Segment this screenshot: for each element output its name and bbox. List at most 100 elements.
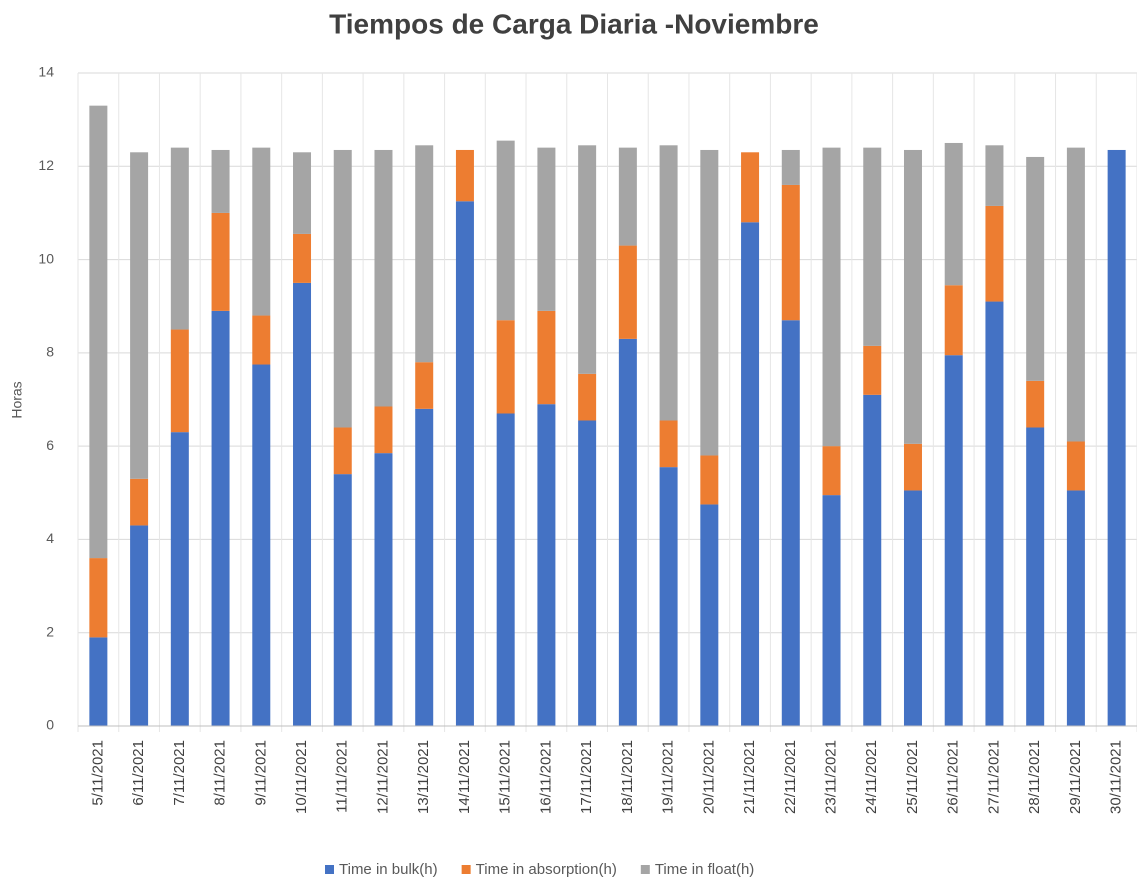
x-tick-label: 5/11/2021	[89, 740, 106, 806]
bar-segment	[741, 222, 760, 726]
bar-segment	[496, 413, 515, 726]
bar-segment	[863, 394, 882, 726]
x-tick-label: 25/11/2021	[904, 740, 921, 814]
bar-segment	[700, 455, 719, 505]
y-tick-label: 8	[46, 344, 54, 360]
bar-segment	[211, 310, 230, 726]
bar-segment	[659, 420, 678, 468]
bar-segment	[578, 145, 597, 374]
legend-swatch	[461, 865, 471, 874]
bar-segment	[659, 145, 678, 421]
bar-segment	[1066, 490, 1085, 726]
bar-segment	[374, 406, 393, 454]
bar-segment	[170, 329, 189, 433]
bar-segment	[537, 147, 556, 311]
bar-segment	[374, 149, 393, 407]
bar-segment	[252, 364, 271, 726]
bar-segment	[1026, 427, 1045, 726]
legend-label: Time in float(h)	[655, 861, 754, 878]
y-tick-label: 10	[38, 250, 54, 266]
bar-segment	[700, 149, 719, 456]
x-tick-label: 16/11/2021	[537, 740, 554, 814]
x-tick-label: 30/11/2021	[1108, 740, 1125, 814]
bar-segment	[822, 495, 841, 726]
x-tick-label: 29/11/2021	[1067, 740, 1084, 814]
x-tick-label: 12/11/2021	[374, 740, 391, 814]
bar-segment	[333, 149, 352, 428]
bar-segment	[863, 345, 882, 395]
bar-segment	[578, 420, 597, 726]
legend-swatch	[325, 865, 334, 874]
chart-title: Tiempos de Carga Diaria -Noviembre	[329, 8, 819, 39]
bar-segment	[618, 338, 637, 726]
x-tick-label: 15/11/2021	[497, 740, 514, 814]
bar-segment	[293, 233, 312, 283]
x-tick-label: 26/11/2021	[945, 740, 962, 814]
bar-segment	[903, 490, 922, 726]
bar-segment	[496, 140, 515, 321]
x-tick-label: 24/11/2021	[863, 740, 880, 814]
bar-segment	[293, 282, 312, 726]
bar-segment	[781, 184, 800, 321]
bar-segment	[1066, 147, 1085, 442]
y-tick-label: 4	[46, 530, 54, 546]
y-tick-label: 14	[38, 64, 54, 80]
bar-segment	[89, 637, 108, 726]
bar-segment	[333, 474, 352, 726]
bar-segment	[985, 301, 1004, 726]
y-axis-label: Horas	[9, 381, 25, 418]
bar-segment	[374, 453, 393, 726]
x-tick-label: 7/11/2021	[171, 740, 188, 806]
x-tick-label: 27/11/2021	[985, 740, 1002, 814]
bar-segment	[89, 558, 108, 638]
bar-segment	[333, 427, 352, 475]
x-tick-label: 18/11/2021	[619, 740, 636, 814]
x-tick-label: 14/11/2021	[456, 740, 473, 814]
x-tick-label: 9/11/2021	[252, 740, 269, 806]
bar-segment	[130, 525, 149, 726]
bar-segment	[293, 152, 312, 234]
bar-segment	[455, 149, 474, 202]
x-tick-label: 8/11/2021	[212, 740, 229, 806]
bar-segment	[578, 373, 597, 421]
legend-swatch	[640, 865, 650, 874]
bar-segment	[985, 205, 1004, 302]
bar-segment	[659, 467, 678, 726]
y-tick-label: 2	[46, 623, 54, 639]
bar-segment	[496, 320, 515, 414]
x-tick-label: 17/11/2021	[578, 740, 595, 814]
bar-segment	[944, 285, 963, 356]
bar-segment	[781, 149, 800, 185]
x-tick-label: 23/11/2021	[822, 740, 839, 814]
bar-segment	[944, 355, 963, 726]
x-tick-label: 22/11/2021	[782, 740, 799, 814]
bar-segment	[781, 320, 800, 726]
x-tick-label: 20/11/2021	[700, 740, 717, 814]
bar-segment	[700, 504, 719, 726]
x-tick-label: 13/11/2021	[415, 740, 432, 814]
bar-segment	[415, 362, 434, 409]
bar-segment	[1026, 380, 1045, 428]
bar-segment	[944, 142, 963, 286]
bar-segment	[170, 147, 189, 330]
bar-segment	[1026, 156, 1045, 381]
legend-label: Time in bulk(h)	[339, 861, 438, 878]
x-tick-label: 10/11/2021	[293, 740, 310, 814]
y-tick-label: 6	[46, 437, 54, 453]
bar-segment	[985, 145, 1004, 206]
bar-segment	[822, 147, 841, 447]
bar-segment	[455, 201, 474, 727]
bar-segment	[211, 212, 230, 311]
bar-segment	[903, 443, 922, 491]
bar-segment	[211, 149, 230, 213]
bar-segment	[537, 310, 556, 405]
x-tick-label: 28/11/2021	[1026, 740, 1043, 814]
bar-segment	[903, 149, 922, 444]
bar-segment	[130, 152, 149, 479]
bar-segment	[130, 478, 149, 526]
bar-segment	[415, 145, 434, 363]
bar-segment	[252, 147, 271, 316]
x-tick-label: 11/11/2021	[334, 740, 351, 813]
bar-segment	[537, 404, 556, 726]
